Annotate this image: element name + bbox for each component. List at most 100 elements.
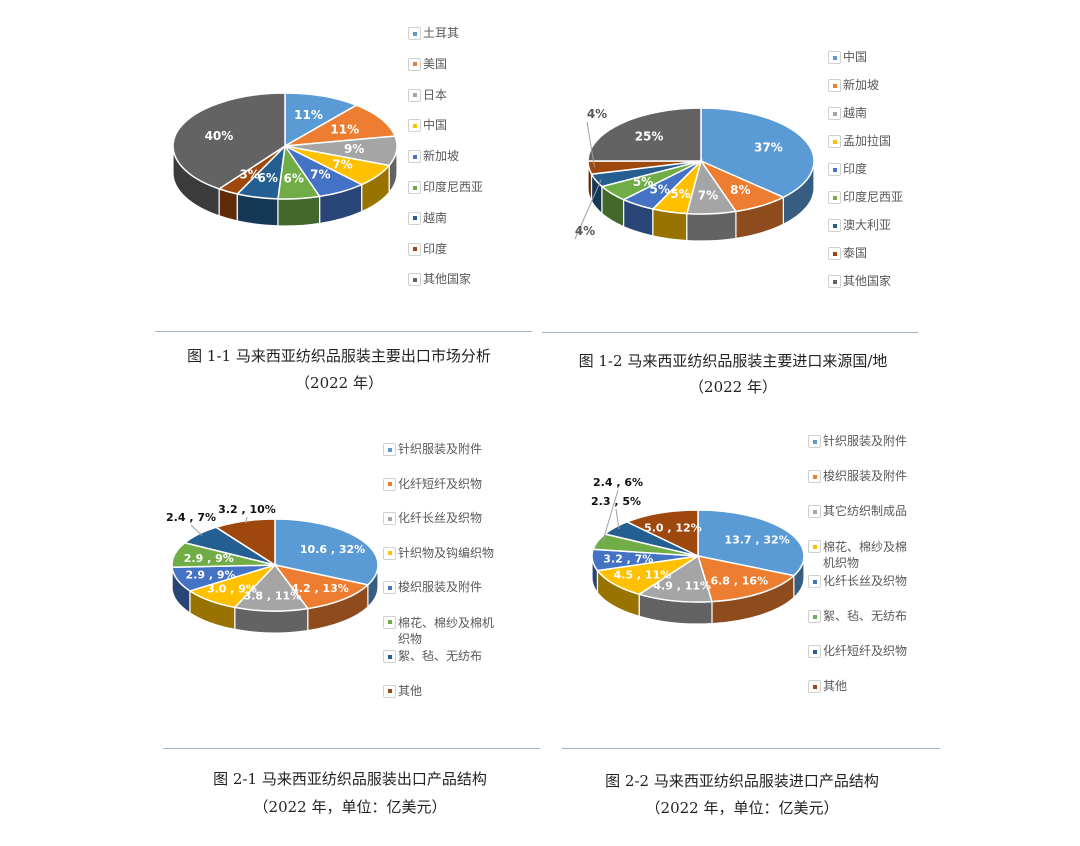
legend-label: 中国 bbox=[843, 50, 868, 64]
legend-label: 絮、毡、无纺布 bbox=[823, 609, 908, 623]
data-label: 3% bbox=[239, 167, 259, 181]
legend-item: 针织物及钩编织物 bbox=[383, 546, 494, 561]
leader-line bbox=[586, 121, 595, 168]
data-label: 3.0 , 9% bbox=[207, 583, 257, 596]
legend-label: 其他国家 bbox=[423, 272, 472, 287]
pie-chart-3: 10.6 , 32%4.2 , 13%3.8 , 11%3.0 , 9%2.9 … bbox=[166, 503, 379, 634]
legend-item: 新加坡 bbox=[408, 149, 459, 164]
legend-item: 针织服装及附件 bbox=[383, 442, 482, 457]
leader-line bbox=[615, 508, 620, 530]
leader-line bbox=[574, 179, 602, 240]
data-label: 6.8 , 16% bbox=[710, 575, 768, 588]
legend-marker bbox=[408, 211, 421, 225]
caption-divider bbox=[562, 748, 940, 749]
data-label: 3.2 , 10% bbox=[218, 503, 276, 516]
legend-marker bbox=[408, 273, 421, 287]
data-label: 3.2 , 7% bbox=[603, 553, 653, 566]
chart-subtitle: （2022 年） bbox=[295, 374, 383, 392]
legend-item: 其他国家 bbox=[408, 272, 471, 287]
legend-label: 针织物及钩编织物 bbox=[398, 545, 495, 560]
legend-label: 化纤长丝及织物 bbox=[398, 511, 483, 525]
legend-marker bbox=[808, 505, 821, 518]
data-label: 5% bbox=[670, 187, 690, 201]
legend-item: 棉花、棉纱及棉机织物 bbox=[383, 615, 496, 647]
legend-item: 其他国家 bbox=[828, 274, 891, 289]
legend-marker bbox=[383, 443, 396, 456]
legend-label: 棉花、棉纱及棉机织物 bbox=[823, 540, 908, 570]
pie-slice-中国 bbox=[700, 107, 815, 199]
legend-marker bbox=[808, 575, 821, 588]
data-label: 2.4 , 6% bbox=[593, 476, 643, 489]
legend-marker bbox=[383, 546, 396, 560]
pie-chart-1: 11%11%9%7%7%6%6%3%40% bbox=[172, 92, 398, 227]
chart-title: 图 2-1 马来西亚纺织品服装出口产品结构 bbox=[213, 770, 487, 788]
legend-label: 针织服装及附件 bbox=[823, 434, 908, 448]
legend-label: 针织服装及附件 bbox=[398, 442, 483, 456]
legend-marker bbox=[383, 650, 396, 663]
caption-divider bbox=[163, 748, 540, 749]
legend-item: 其他 bbox=[808, 679, 847, 694]
pie-slice-其它纺织制成品 bbox=[637, 554, 713, 603]
data-label: 5% bbox=[633, 175, 653, 189]
chart-subtitle: （2022 年，单位：亿美元） bbox=[645, 799, 839, 817]
data-label: 6% bbox=[284, 172, 304, 186]
legend-marker bbox=[408, 150, 421, 164]
data-label: 5% bbox=[650, 182, 670, 196]
legend-item: 印度尼西亚 bbox=[828, 190, 903, 205]
legend-marker bbox=[828, 191, 841, 204]
legend-label: 日本 bbox=[423, 87, 448, 102]
pie-slice-化纤短纤及织物 bbox=[273, 563, 370, 610]
legend-marker bbox=[808, 540, 821, 553]
pie-chart-2: 37%8%7%5%5%5%4%4%25% bbox=[574, 107, 815, 242]
pie-slice-土耳其 bbox=[284, 92, 359, 148]
slice-side bbox=[686, 210, 737, 242]
legend-label: 棉花、棉纱及棉机织物 bbox=[398, 615, 495, 646]
data-label: 4.9 , 11% bbox=[653, 580, 711, 593]
legend-label: 泰国 bbox=[843, 246, 868, 260]
legend-label: 越南 bbox=[843, 106, 868, 120]
pie-slice-其他 bbox=[214, 518, 276, 567]
legend-item: 针织服装及附件 bbox=[808, 434, 907, 449]
legend-item: 越南 bbox=[408, 211, 447, 226]
data-label: 2.9 , 9% bbox=[184, 552, 234, 565]
caption-divider bbox=[542, 332, 918, 333]
legend-marker bbox=[828, 275, 841, 288]
chart-title: 图 2-2 马来西亚纺织品服装进口产品结构 bbox=[605, 772, 879, 790]
data-label: 4.5 , 11% bbox=[614, 568, 672, 581]
legend-marker bbox=[808, 435, 821, 448]
legend-item: 印度 bbox=[408, 242, 447, 257]
pie-slice-针织服装及附件 bbox=[697, 509, 805, 577]
legend-marker bbox=[828, 107, 841, 120]
leader-line bbox=[190, 524, 203, 537]
legend-label: 其它纺织制成品 bbox=[823, 504, 908, 518]
data-label: 11% bbox=[294, 108, 323, 122]
legend-item: 中国 bbox=[828, 50, 867, 65]
data-label: 5.0 , 12% bbox=[644, 522, 702, 535]
legend-label: 新加坡 bbox=[843, 78, 880, 92]
legend-label: 孟加拉国 bbox=[843, 134, 892, 148]
legend-marker bbox=[808, 680, 821, 693]
pie-slice-其他国家 bbox=[172, 92, 286, 190]
legend-item: 梭织服装及附件 bbox=[808, 469, 907, 484]
legend-label: 梭织服装及附件 bbox=[823, 469, 908, 483]
legend-item: 越南 bbox=[828, 106, 867, 121]
chart-subtitle: （2022 年，单位：亿美元） bbox=[253, 798, 447, 816]
legend-marker bbox=[408, 181, 421, 194]
legend-item: 孟加拉国 bbox=[828, 134, 891, 149]
legend-label: 印度尼西亚 bbox=[843, 190, 904, 204]
legend-marker bbox=[408, 27, 421, 40]
chart-title: 图 1-2 马来西亚纺织品服装主要进口来源国/地 bbox=[578, 352, 888, 370]
legend-marker bbox=[383, 581, 396, 594]
legend-label: 印度 bbox=[843, 162, 868, 176]
legend-item: 印度 bbox=[828, 162, 867, 177]
data-label: 7% bbox=[332, 157, 352, 171]
pie-slice-其他 bbox=[625, 509, 699, 558]
data-label: 9% bbox=[344, 142, 364, 156]
data-label: 2.9 , 9% bbox=[186, 569, 236, 582]
legend-label: 美国 bbox=[423, 56, 448, 71]
chart-subtitle: （2022 年） bbox=[689, 378, 777, 396]
data-label: 11% bbox=[330, 122, 359, 136]
legend-label: 澳大利亚 bbox=[843, 218, 892, 232]
slice-side bbox=[277, 195, 321, 227]
pie-slice-化纤长丝及织物 bbox=[233, 563, 310, 612]
